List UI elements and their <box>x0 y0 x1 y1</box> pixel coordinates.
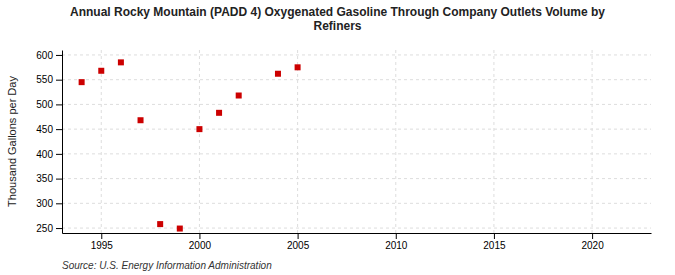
tick-mark <box>56 228 62 229</box>
grid-line-x <box>101 50 102 233</box>
tick-label: 300 <box>36 198 53 209</box>
tick: 300 <box>36 198 62 209</box>
grid-line-y <box>62 228 651 229</box>
point <box>138 117 144 123</box>
points <box>79 59 301 231</box>
source-note: Source: U.S. Energy Information Administ… <box>62 260 272 271</box>
tick-mark <box>56 129 62 130</box>
point <box>118 59 124 65</box>
tick: 600 <box>36 50 62 61</box>
tick-label: 2020 <box>581 240 604 251</box>
grid-line-y <box>62 129 651 130</box>
point <box>295 64 301 70</box>
tick-label: 1995 <box>91 240 114 251</box>
tick-label: 2005 <box>287 240 310 251</box>
tick-label: 2010 <box>385 240 408 251</box>
grid-line-x <box>592 50 593 233</box>
tick: 450 <box>36 124 62 135</box>
point <box>196 126 202 132</box>
tick: 350 <box>36 173 62 184</box>
y-axis-label: Thousand Gallons per Day <box>6 76 18 207</box>
tick: 2005 <box>287 233 310 251</box>
tick-label: 350 <box>36 173 53 184</box>
tick: 2015 <box>483 233 506 251</box>
tick: 500 <box>36 99 62 110</box>
tick-mark <box>494 233 495 239</box>
grid-line-x <box>395 50 396 233</box>
point <box>177 226 183 232</box>
grid-line-y <box>62 54 651 55</box>
tick-mark <box>592 233 593 239</box>
chart-title: Annual Rocky Mountain (PADD 4) Oxygenate… <box>70 5 605 33</box>
tick-label: 250 <box>36 223 53 234</box>
tick-mark <box>56 203 62 204</box>
chart-title-line: Refiners <box>313 19 361 33</box>
point <box>275 71 281 77</box>
tick-mark <box>56 104 62 105</box>
tick-label: 2015 <box>483 240 506 251</box>
grid <box>62 50 651 233</box>
tick-label: 400 <box>36 149 53 160</box>
tick-label: 500 <box>36 99 53 110</box>
chart-title-line: Annual Rocky Mountain (PADD 4) Oxygenate… <box>70 5 605 19</box>
x-axis: 1995 2000 2005 2010 2015 2020 <box>63 233 652 251</box>
grid-line-y <box>62 104 651 105</box>
axis-line <box>63 233 652 234</box>
tick-label: 550 <box>36 74 53 85</box>
plot-area: 1995 2000 2005 2010 2015 2020 250 300 350 400 450 5… <box>6 50 652 251</box>
tick-label: 600 <box>36 50 53 61</box>
point <box>216 110 222 116</box>
tick-mark <box>56 80 62 81</box>
grid-line-y <box>62 79 651 80</box>
tick-mark <box>56 179 62 180</box>
tick: 2000 <box>189 233 212 251</box>
tick-label: 450 <box>36 124 53 135</box>
grid-line-x <box>493 50 494 233</box>
tick: 550 <box>36 74 62 85</box>
point <box>236 93 242 99</box>
grid-line-x <box>297 50 298 233</box>
grid-line-x <box>199 50 200 233</box>
tick: 2010 <box>385 233 408 251</box>
chart-svg: Annual Rocky Mountain (PADD 4) Oxygenate… <box>0 0 675 275</box>
tick-mark <box>56 154 62 155</box>
point <box>157 221 163 227</box>
tick-mark <box>199 233 200 239</box>
tick: 250 <box>36 223 62 234</box>
tick-mark <box>101 233 102 239</box>
tick-mark <box>298 233 299 239</box>
point <box>79 79 85 85</box>
y-axis: 250 300 350 400 450 500 550 600 <box>36 50 62 234</box>
tick: 2020 <box>581 233 604 251</box>
chart-container: Annual Rocky Mountain (PADD 4) Oxygenate… <box>0 0 675 275</box>
tick-mark <box>396 233 397 239</box>
point <box>98 68 104 74</box>
grid-line-y <box>62 203 651 204</box>
tick: 1995 <box>91 233 114 251</box>
grid-line-y <box>62 153 651 154</box>
tick-label: 2000 <box>189 240 212 251</box>
grid-line-y <box>62 178 651 179</box>
tick-mark <box>56 55 62 56</box>
axis-line <box>62 51 63 234</box>
tick: 400 <box>36 149 62 160</box>
